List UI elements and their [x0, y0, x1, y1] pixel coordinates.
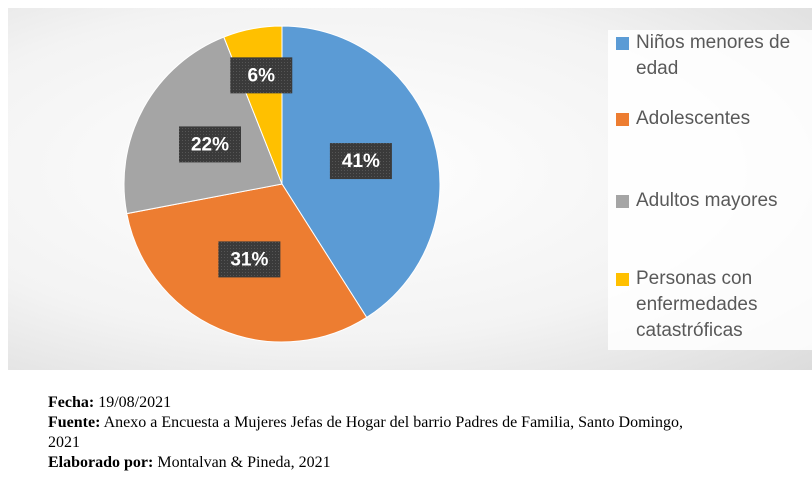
data-label-box	[179, 126, 242, 163]
footer: Fecha: 19/08/2021 Fuente: Anexo a Encuest…	[48, 393, 688, 473]
legend-swatch	[616, 113, 629, 126]
legend-label: Niños menores de edad	[636, 32, 791, 79]
footer-text: 19/08/2021	[98, 394, 172, 411]
legend-swatch	[616, 195, 629, 208]
data-label: 41%	[329, 143, 392, 180]
footer-text: Anexo a Encuesta a Mujeres Jefas de Hoga…	[48, 414, 683, 451]
data-label-text: 41%	[342, 151, 380, 172]
legend-label: Adultos mayores	[636, 190, 778, 211]
legend-label: Personas con enfermedades catastróficas	[636, 268, 758, 341]
data-label-text: 6%	[248, 65, 276, 86]
legend-item: Adultos mayores	[616, 188, 812, 214]
data-label: 22%	[179, 126, 242, 163]
data-label-text: 31%	[230, 249, 268, 270]
data-label: 31%	[218, 241, 281, 278]
chart: 41% 31% 22% 6%	[123, 25, 441, 343]
legend-label: Adolescentes	[636, 108, 751, 129]
chart-area: 41% 31% 22% 6% Niños menores de edad Adolesc…	[8, 8, 812, 370]
data-label-text: 22%	[191, 134, 229, 155]
legend-swatch	[616, 37, 629, 50]
footer-text: Montalvan & Pineda, 2021	[157, 454, 331, 471]
legend-swatch	[616, 273, 629, 286]
legend-item: Personas con enfermedades catastróficas	[616, 266, 812, 344]
data-label-box	[218, 241, 281, 278]
data-label-box	[329, 143, 392, 180]
footer-label: Fecha:	[48, 394, 95, 411]
footer-label: Fuente:	[48, 414, 101, 431]
data-label: 6%	[230, 57, 293, 94]
footer-line: Fecha: 19/08/2021	[48, 393, 688, 413]
footer-line: Elaborado por: Montalvan & Pineda, 2021	[48, 453, 688, 473]
legend-item: Niños menores de edad	[616, 30, 812, 82]
legend: Niños menores de edad Adolescentes Adultos…	[608, 30, 812, 350]
pie-slice	[123, 36, 283, 215]
data-label-box	[230, 57, 293, 94]
footer-line: Fuente: Anexo a Encuesta a Mujeres Jefas…	[48, 413, 688, 453]
footer-label: Elaborado por:	[48, 454, 154, 471]
legend-item: Adolescentes	[616, 106, 812, 132]
